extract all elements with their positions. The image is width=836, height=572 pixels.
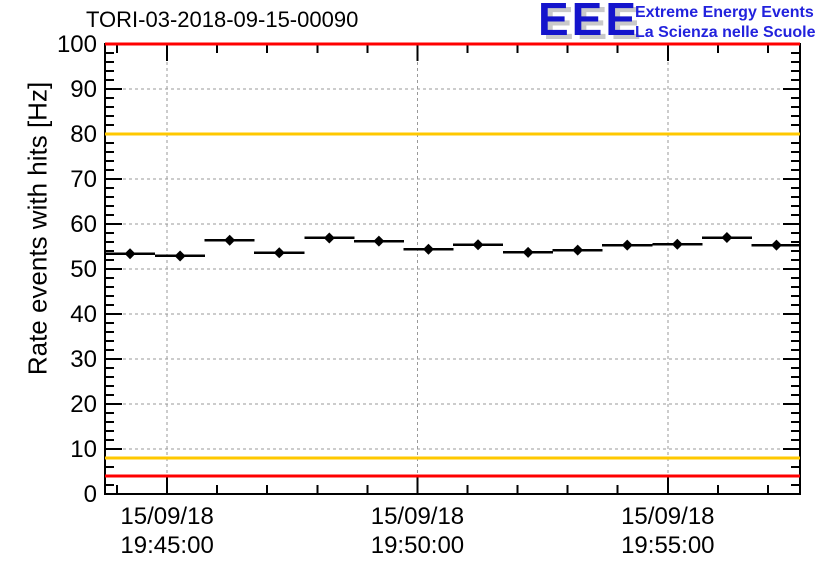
data-point-marker [522, 246, 534, 258]
x-tick-time: 19:50:00 [370, 532, 465, 559]
y-tick-label: 10 [70, 436, 97, 463]
x-tick-time: 19:55:00 [621, 532, 715, 559]
data-point-marker [124, 248, 136, 260]
y-tick-label: 80 [70, 121, 97, 148]
x-tick-label: 15/09/18 19:55:00 [621, 502, 714, 560]
data-point-marker [422, 243, 434, 255]
eee-logo-taglines: Extreme Energy Events La Scienza nelle S… [635, 3, 816, 43]
x-tick-label: 15/09/18 19:50:00 [371, 502, 464, 560]
y-tick-label: 70 [70, 166, 97, 193]
y-axis-title: Rate events with hits [Hz] [22, 81, 53, 376]
chart-title: TORI-03-2018-09-15-00090 [86, 7, 359, 32]
data-point-marker [373, 235, 385, 247]
data-point-marker [621, 239, 633, 251]
data-point-marker [721, 232, 733, 243]
y-tick-label: 0 [84, 481, 97, 508]
y-tick-label: 20 [70, 391, 97, 418]
data-point-marker [572, 244, 584, 256]
data-point-marker [224, 234, 236, 246]
data-point-marker [323, 232, 335, 244]
x-tick-date: 15/09/18 [120, 503, 214, 530]
eee-tagline-italian: La Scienza nelle Scuole [635, 24, 816, 41]
eee-logo-letters: EEE [538, 0, 640, 45]
y-tick-label: 60 [70, 211, 97, 238]
x-tick-date: 15/09/18 [621, 503, 715, 530]
data-point-marker [671, 238, 683, 250]
eee-tagline-english: Extreme Energy Events [635, 4, 814, 21]
data-point-marker [472, 239, 484, 251]
y-tick-label: 30 [70, 346, 97, 373]
y-tick-label: 50 [70, 256, 97, 283]
x-tick-time: 19:45:00 [120, 532, 214, 559]
x-tick-label: 15/09/18 19:45:00 [120, 502, 213, 560]
y-tick-label: 100 [57, 31, 97, 58]
x-tick-date: 15/09/18 [370, 503, 465, 530]
y-tick-label: 90 [70, 76, 97, 103]
data-point-marker [770, 239, 782, 251]
data-point-marker [273, 247, 285, 259]
y-tick-label: 40 [70, 301, 97, 328]
data-point-marker [174, 250, 186, 262]
